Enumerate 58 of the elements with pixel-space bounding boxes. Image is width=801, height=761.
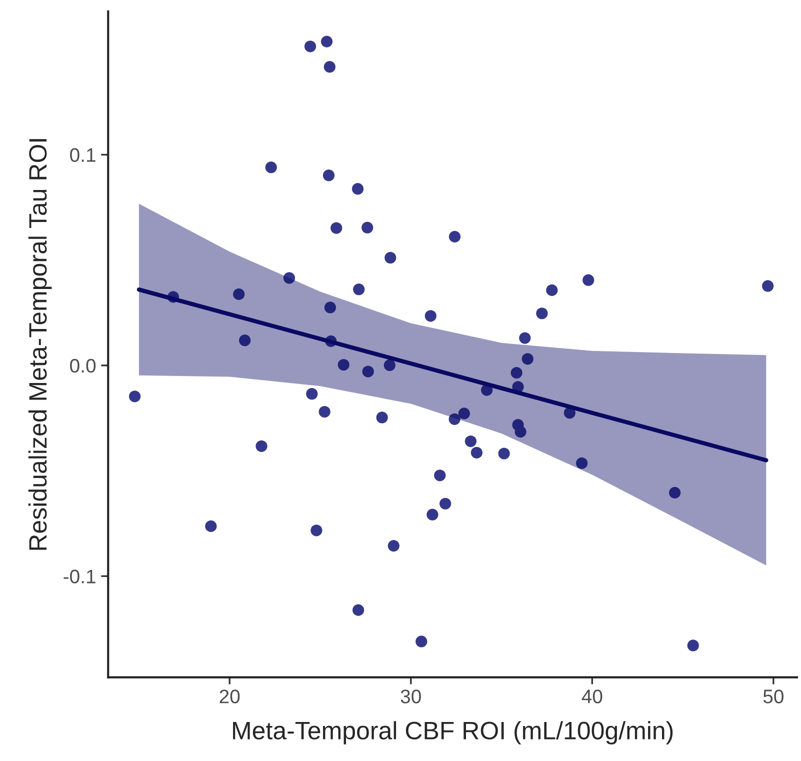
point	[338, 358, 350, 371]
point	[233, 288, 245, 300]
point	[265, 162, 277, 174]
point	[128, 390, 141, 402]
point	[424, 310, 436, 322]
point	[416, 636, 428, 648]
point	[352, 604, 364, 616]
point	[310, 524, 322, 536]
point	[458, 408, 470, 420]
y-tick-label: -0.1	[64, 570, 96, 584]
point	[514, 426, 526, 438]
point	[434, 470, 446, 482]
point	[687, 640, 699, 652]
point	[669, 486, 681, 499]
point	[426, 508, 438, 520]
point	[519, 332, 531, 344]
point	[536, 308, 548, 320]
point	[388, 540, 400, 552]
point	[256, 440, 268, 452]
point	[576, 457, 588, 470]
point	[440, 498, 452, 510]
point	[448, 230, 461, 242]
point	[470, 446, 482, 458]
x-tick-label: 40	[582, 690, 602, 704]
point	[464, 435, 477, 448]
point	[448, 413, 460, 425]
x-tick-label: 30	[400, 690, 421, 704]
point	[376, 412, 388, 424]
y-axis-title: Residualized Meta-Temporal Tau ROI	[28, 139, 52, 550]
point	[306, 388, 318, 400]
point	[384, 359, 396, 372]
point	[362, 366, 374, 378]
point	[384, 252, 396, 264]
x-tick-label: 50	[763, 690, 784, 704]
y-tick-label: 0.1	[70, 148, 96, 162]
point	[283, 272, 296, 284]
point	[582, 274, 594, 286]
point	[352, 183, 364, 195]
line-series	[136, 287, 768, 462]
point	[510, 366, 522, 379]
point	[322, 170, 335, 182]
x-axis-title: Meta-Temporal CBF ROI (mL/100g/min)	[233, 721, 673, 744]
point	[546, 284, 558, 296]
point	[330, 222, 342, 234]
x-tick-label: 20	[220, 690, 240, 704]
point	[304, 40, 316, 52]
point	[324, 302, 336, 314]
point	[353, 284, 365, 296]
point	[318, 406, 330, 418]
point	[320, 36, 333, 48]
point	[205, 520, 217, 532]
point	[239, 334, 251, 346]
point	[498, 448, 510, 460]
point	[522, 353, 534, 365]
point	[362, 222, 374, 234]
point	[324, 61, 336, 73]
y-tick-label: 0.0	[70, 358, 96, 373]
point	[762, 280, 774, 292]
